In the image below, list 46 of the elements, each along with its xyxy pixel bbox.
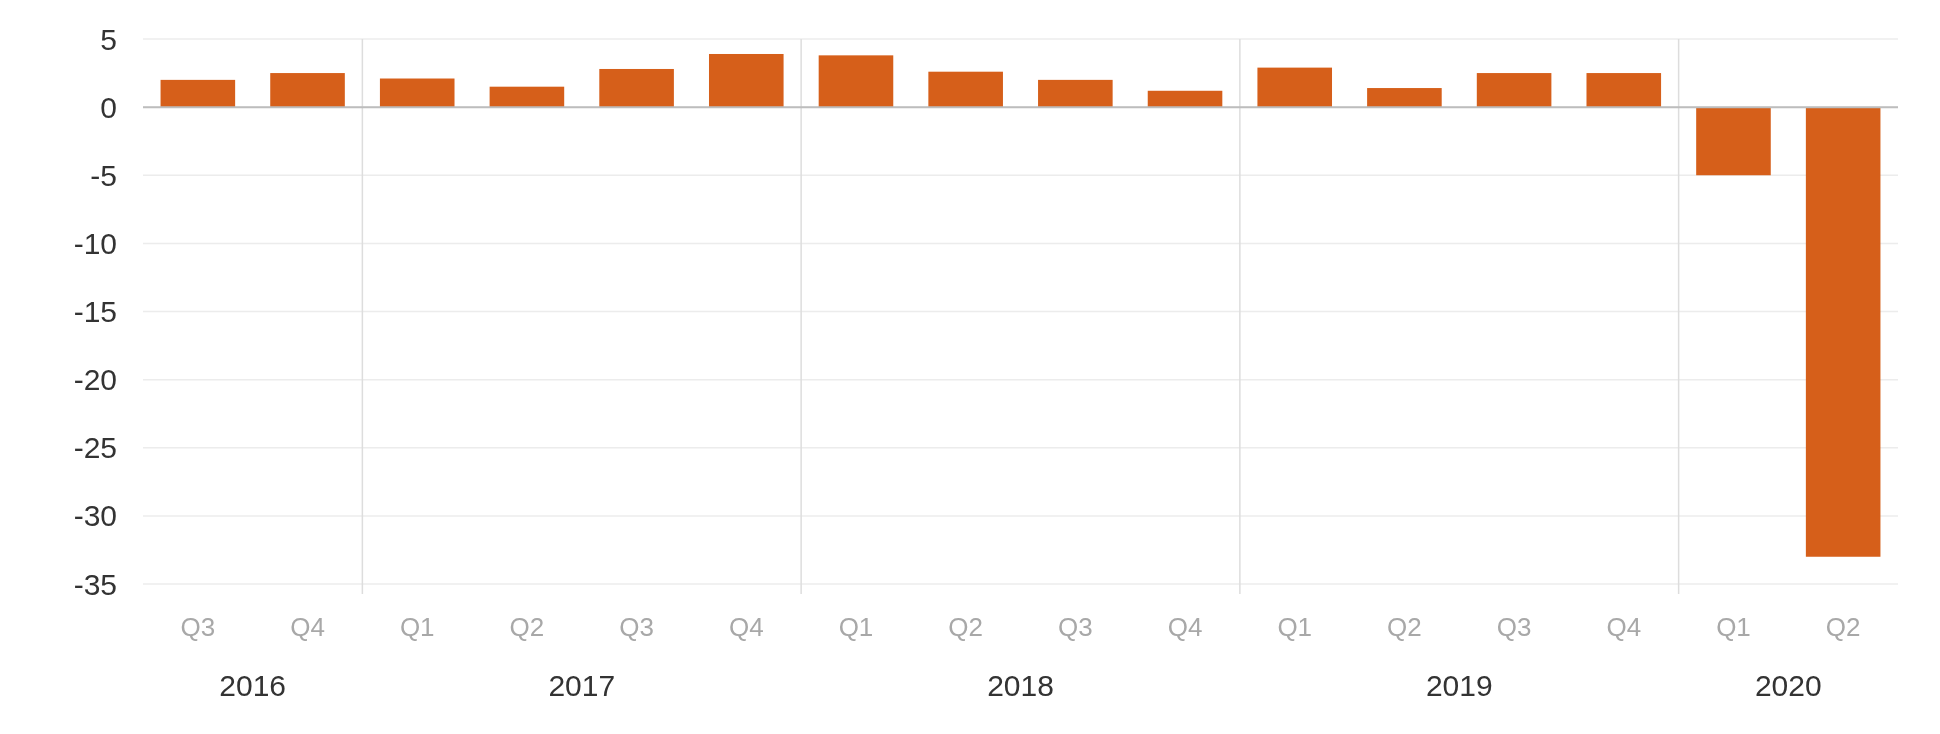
bar — [1367, 88, 1442, 108]
x-tick-label: Q4 — [290, 612, 325, 642]
text: 2018 — [987, 669, 1054, 702]
bar — [1476, 73, 1552, 108]
text: 2017 — [548, 669, 616, 702]
bar — [160, 79, 236, 108]
x-tick-label: Q2 — [948, 612, 983, 642]
y-tick-label: -30 — [73, 499, 117, 533]
x-tick-label: Q4 — [728, 612, 764, 642]
bar — [1805, 107, 1881, 557]
bar — [1586, 73, 1662, 108]
x-tick-label: Q1 — [399, 612, 435, 642]
bar — [489, 86, 565, 108]
x-tick-label: Q1 — [1716, 612, 1751, 642]
x-tick-label: Q1 — [1277, 612, 1313, 642]
y-tick-label: -20 — [73, 363, 117, 397]
x-tick-label: Q4 — [1167, 612, 1203, 642]
bar — [270, 73, 345, 108]
y-tick-label: -10 — [73, 226, 117, 260]
x-tick-label: Q3 — [180, 612, 216, 642]
y-tick-label: 5 — [100, 22, 117, 56]
x-tick-label: Q1 — [838, 612, 874, 642]
x-tick-label: Q2 — [509, 612, 545, 642]
bar — [1257, 67, 1333, 108]
text: 2020 — [1754, 669, 1822, 702]
x-tick-label: Q4 — [1606, 612, 1642, 642]
y-tick-label: -15 — [73, 295, 117, 328]
x-tick-label: Q3 — [1058, 612, 1093, 642]
x-tick-label: Q3 — [1496, 612, 1532, 642]
x-tick-label: Q2 — [1825, 612, 1861, 642]
bar — [1696, 107, 1771, 176]
bar — [1147, 90, 1223, 108]
bar — [708, 53, 784, 108]
bar — [1038, 79, 1113, 108]
bar — [928, 71, 1003, 108]
text: 2016 — [219, 669, 287, 702]
bar — [818, 55, 894, 108]
y-tick-label: -5 — [90, 158, 117, 192]
text: 2019 — [1425, 669, 1493, 702]
y-tick-label: 0 — [100, 90, 117, 124]
x-tick-label: Q2 — [1387, 612, 1422, 642]
bar — [599, 68, 674, 108]
x-tick-label: Q3 — [619, 612, 654, 642]
y-tick-label: -25 — [73, 431, 117, 465]
y-tick-label: -35 — [73, 567, 117, 601]
bar — [379, 78, 455, 108]
